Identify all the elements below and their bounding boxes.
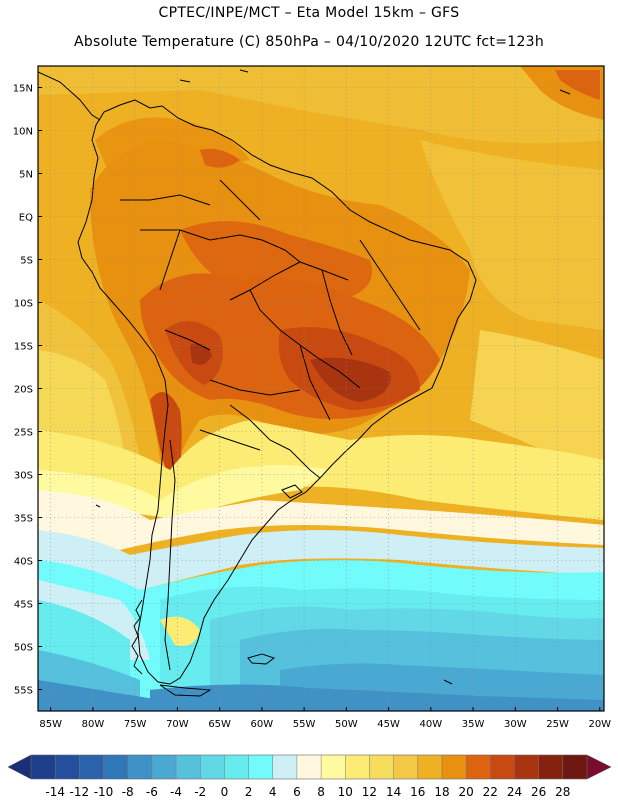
colorbar-swatch (417, 755, 443, 779)
colorbar-swatch (345, 755, 370, 779)
lon-label: 80W (82, 719, 105, 730)
colorbar-swatch (393, 755, 419, 779)
lon-label: 50W (335, 719, 358, 730)
colorbar-swatch (151, 755, 177, 779)
colorbar-label: -12 (70, 785, 90, 799)
lon-label: 25W (546, 719, 569, 730)
lat-label: 35S (14, 514, 33, 525)
lat-label: 10N (13, 127, 33, 138)
colorbar-label: 26 (531, 785, 546, 799)
colorbar-swatch (441, 755, 467, 779)
lon-label: 75W (124, 719, 147, 730)
lat-label: 45S (14, 600, 33, 611)
colorbar-swatch (490, 755, 515, 779)
lon-label: 20W (588, 719, 611, 730)
colorbar-swatch (562, 755, 588, 779)
latitude-labels: 15N 10N 5N EQ 5S 10S 15S 20S 25S 30S 35S 40S 45S 50S 5… (13, 84, 42, 697)
colorbar-label: -6 (146, 785, 158, 799)
colorbar-swatch (55, 755, 80, 779)
colorbar-border (30, 754, 588, 780)
colorbar-label: 0 (221, 785, 229, 799)
colorbar-left-arrow (7, 754, 32, 780)
lon-label: 45W (377, 719, 400, 730)
colorbar-swatch (79, 755, 104, 779)
longitude-labels: 85W 80W 75W 70W 65W 60W 55W 50W 45W 40W 35W 30W 25W 2… (39, 707, 611, 730)
lon-label: 35W (462, 719, 485, 730)
colorbar-swatch (296, 755, 322, 779)
colorbar-swatch (538, 755, 564, 779)
lat-label: 10S (14, 299, 33, 310)
lon-label: 60W (251, 719, 274, 730)
colorbar-label: 2 (245, 785, 253, 799)
lat-label: 40S (14, 557, 33, 568)
lat-label: 30S (14, 471, 33, 482)
lat-label: 15N (13, 84, 33, 95)
map-title: CPTEC/INPE/MCT – Eta Model 15km – GFS (158, 5, 460, 21)
colorbar-label: 18 (434, 785, 449, 799)
colorbar-label: 28 (555, 785, 570, 799)
colorbar-label: 12 (362, 785, 377, 799)
colorbar: -14 -12 -10 -8 -6 -4 -2 0 2 4 6 8 10 12 14 16 18 20 22 24 26… (7, 754, 612, 799)
colorbar-label: -4 (170, 785, 182, 799)
lat-label: EQ (19, 213, 33, 224)
colorbar-label: 16 (410, 785, 425, 799)
colorbar-label: 4 (269, 785, 277, 799)
lon-label: 85W (39, 719, 62, 730)
colorbar-swatch (466, 755, 491, 779)
colorbar-swatch (176, 755, 201, 779)
lon-label: 55W (293, 719, 316, 730)
lat-label: 50S (14, 643, 33, 654)
colorbar-label: -2 (194, 785, 206, 799)
lat-label: 20S (14, 385, 33, 396)
colorbar-swatch (248, 755, 274, 779)
colorbar-label: 8 (317, 785, 325, 799)
lon-label: 40W (420, 719, 443, 730)
colorbar-swatch (369, 755, 394, 779)
lat-label: 5S (20, 256, 33, 267)
lat-label: 5N (19, 170, 33, 181)
colorbar-label: 24 (507, 785, 522, 799)
colorbar-swatch (31, 755, 56, 779)
colorbar-label: 10 (338, 785, 353, 799)
lat-label: 15S (14, 342, 33, 353)
colorbar-label: 22 (483, 785, 498, 799)
colorbar-swatch (200, 755, 225, 779)
lat-label: 55S (14, 686, 33, 697)
lon-label: 70W (166, 719, 189, 730)
colorbar-label: 20 (458, 785, 473, 799)
colorbar-swatch (272, 755, 298, 779)
colorbar-swatch (321, 755, 346, 779)
lat-label: 25S (14, 428, 33, 439)
colorbar-swatch (127, 755, 153, 779)
colorbar-label: 6 (293, 785, 301, 799)
colorbar-label: -8 (122, 785, 134, 799)
map-subtitle: Absolute Temperature (C) 850hPa – 04/10/… (73, 34, 545, 50)
colorbar-label: -10 (94, 785, 114, 799)
colorbar-swatch (514, 755, 539, 779)
colorbar-swatch (224, 755, 249, 779)
lon-label: 65W (208, 719, 231, 730)
lon-label: 30W (504, 719, 527, 730)
colorbar-right-arrow (586, 754, 612, 780)
coastlines (38, 69, 571, 697)
colorbar-label: -14 (45, 785, 65, 799)
colorbar-label: 14 (386, 785, 401, 799)
colorbar-swatch (103, 755, 128, 779)
